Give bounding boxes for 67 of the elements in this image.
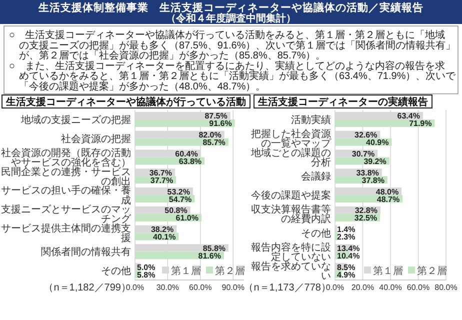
data-label: 8.5% bbox=[337, 262, 356, 272]
data-label: 33.8% bbox=[356, 168, 379, 178]
data-label: 5.0% bbox=[137, 262, 156, 272]
x-tick-label: 30.0% bbox=[156, 283, 180, 292]
data-label: 61.0% bbox=[176, 214, 198, 223]
data-label: 53.2% bbox=[167, 187, 190, 196]
x-tick-label: 60.0% bbox=[406, 283, 430, 292]
y-tick-label: 地域ごとの課題の分析 bbox=[250, 146, 331, 169]
data-label: 4.9% bbox=[337, 270, 356, 280]
data-label: 60.4% bbox=[175, 149, 198, 158]
x-tick-label: 60.0% bbox=[189, 283, 212, 292]
x-tick-label: 40.0% bbox=[379, 283, 402, 292]
data-label: 40.1% bbox=[153, 232, 176, 242]
data-label: 54.7% bbox=[168, 194, 192, 204]
data-label: 63.8% bbox=[178, 156, 202, 166]
text: ○ 生活支援コーディネーターや協議体が行っている活動をみると、第１層・第２層ともに「地域の支援ニーズの把握」が最も多く（87.5%、91.6%）、次いで第１層では「関係者間の情報共有」が、第２層では「社会資源の把握」が多かった（85.8%、85.7%）。 bbox=[9, 29, 456, 62]
data-label: 38.2% bbox=[150, 225, 174, 234]
text: 生活支援体制整備事業 生活支援コーディネーターや協議体の活動／実績報告 bbox=[38, 1, 424, 14]
data-label: 48.0% bbox=[376, 187, 399, 196]
x-tick-label: 0.0% bbox=[126, 283, 144, 292]
y-tick-label: 会議録 bbox=[301, 170, 331, 183]
text: ○ また、生活支援コーディネーターを配置するにあたり、実績としてどのような内容の報告を求めているかをみると、第１層・第２層ともに「活動実績」が最も多く（63.4%、71.9%）、次いで「今後の課題や提案」が多かった（48.0%、48.7%）。 bbox=[9, 60, 457, 92]
data-label: 32.5% bbox=[354, 214, 378, 223]
data-label: 91.6% bbox=[209, 119, 232, 128]
y-tick-label: 今後の課題や提案 bbox=[251, 190, 331, 202]
data-label: 2.3% bbox=[337, 232, 356, 242]
y-tick-label: 地域の支援ニーズの把握 bbox=[20, 114, 131, 126]
data-label: 39.2% bbox=[364, 156, 386, 166]
data-label: 40.9% bbox=[366, 138, 389, 148]
data-label: 87.5% bbox=[204, 112, 228, 121]
chart-title: 生活支援コーディネーターの実績報告 bbox=[257, 96, 428, 108]
data-label: 32.6% bbox=[354, 130, 378, 140]
data-label: 36.7% bbox=[149, 168, 172, 178]
data-label: 71.9% bbox=[409, 119, 432, 128]
data-label: 1.4% bbox=[337, 225, 356, 234]
x-tick-label: 20.0% bbox=[351, 283, 374, 292]
legend-label: 第１層 bbox=[373, 265, 403, 278]
data-label: 10.4% bbox=[337, 251, 360, 260]
legend-label: 第２層 bbox=[215, 265, 245, 278]
y-tick-label: 関係者間の情報共有 bbox=[41, 246, 131, 258]
text: （令和４年度調査中間集計） bbox=[166, 12, 296, 24]
x-tick-label: 0.0% bbox=[326, 283, 344, 292]
y-tick-label: サービス提供主体間の連携支援 bbox=[1, 222, 131, 244]
data-label: 50.8% bbox=[164, 206, 188, 216]
y-tick-label: 収支決算報告書等の経費内訳 bbox=[251, 204, 331, 226]
data-label: 81.6% bbox=[198, 251, 221, 260]
data-label: 32.8% bbox=[354, 206, 378, 216]
data-label: 63.4% bbox=[397, 112, 420, 121]
data-label: 85.8% bbox=[202, 244, 226, 253]
bar bbox=[335, 119, 435, 127]
data-label: 37.8% bbox=[362, 176, 384, 185]
x-tick-label: 90.0% bbox=[222, 283, 244, 292]
y-tick-label: 社会資源の把握 bbox=[61, 132, 131, 145]
y-tick-label: 活動実績 bbox=[291, 114, 331, 126]
y-tick-label: その他 bbox=[301, 227, 331, 240]
data-label: 13.4% bbox=[337, 244, 360, 253]
data-label: 85.7% bbox=[202, 138, 226, 148]
chart-title: 生活支援コーディネーターや協議体が行っている活動 bbox=[5, 96, 246, 108]
data-label: 82.0% bbox=[198, 130, 222, 140]
legend-label: 第２層 bbox=[417, 265, 447, 278]
data-label: 37.7% bbox=[150, 176, 174, 185]
data-label: 30.7% bbox=[352, 149, 375, 158]
legend-label: 第１層 bbox=[171, 265, 201, 278]
data-label: 5.8% bbox=[137, 270, 156, 280]
x-tick-label: 80.0% bbox=[434, 283, 458, 292]
y-tick-label: その他 bbox=[101, 265, 131, 278]
data-label: 48.7% bbox=[376, 194, 400, 204]
